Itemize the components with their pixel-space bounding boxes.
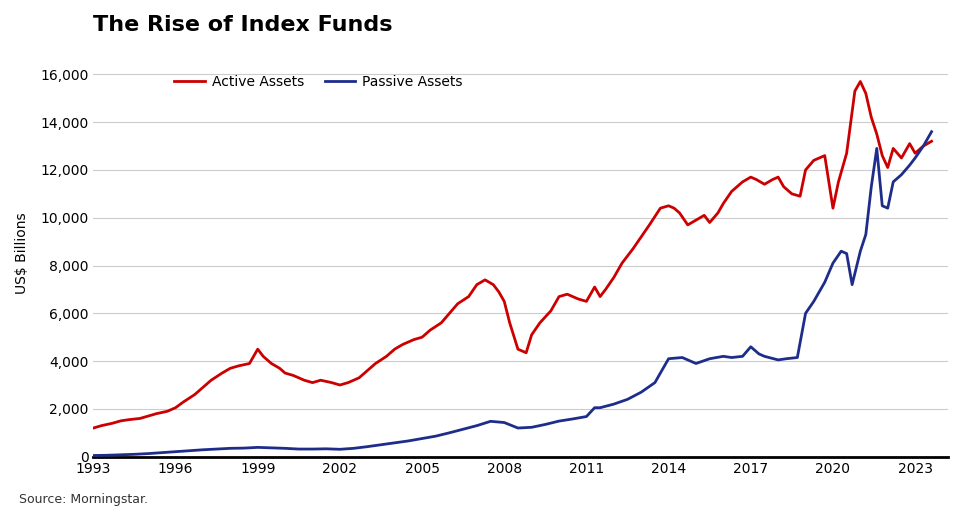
Text: Source: Morningstar.: Source: Morningstar. <box>19 493 148 506</box>
Active Assets <box>854 79 866 85</box>
Passive Assets <box>841 250 852 257</box>
Active Assets <box>925 138 937 144</box>
Line: Active Assets: Active Assets <box>93 82 931 428</box>
Active Assets <box>726 189 738 195</box>
Passive Assets <box>169 449 181 455</box>
Active Assets <box>717 200 729 206</box>
Text: The Rise of Index Funds: The Rise of Index Funds <box>93 15 393 35</box>
Active Assets <box>918 143 929 149</box>
Active Assets <box>95 423 107 429</box>
Passive Assets <box>925 129 937 135</box>
Passive Assets <box>88 452 99 458</box>
Passive Assets <box>827 260 839 266</box>
Active Assets <box>487 282 499 288</box>
Passive Assets <box>800 310 812 316</box>
Line: Passive Assets: Passive Assets <box>93 132 931 455</box>
Active Assets <box>217 370 228 376</box>
Legend: Active Assets, Passive Assets: Active Assets, Passive Assets <box>169 69 468 95</box>
Y-axis label: US$ Billions: US$ Billions <box>15 213 29 294</box>
Passive Assets <box>871 145 882 151</box>
Active Assets <box>88 425 99 431</box>
Passive Assets <box>819 279 830 285</box>
